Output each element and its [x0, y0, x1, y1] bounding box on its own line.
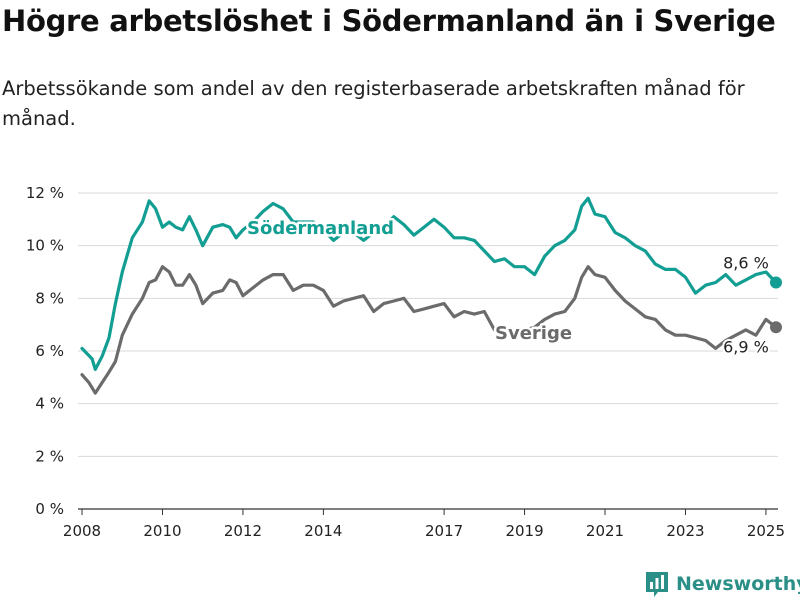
y-tick-label: 4 % [35, 395, 64, 413]
x-tick-label: 2017 [425, 522, 463, 540]
x-tick-label: 2019 [505, 522, 543, 540]
end-point-marker [769, 276, 782, 289]
x-tick-label: 2010 [143, 522, 181, 540]
series-line-sverige [80, 265, 778, 395]
series-line-sdermanland [80, 196, 778, 371]
series-lines [80, 196, 782, 395]
series-label-sverige: Sverige [495, 323, 572, 344]
y-tick-label: 10 % [26, 237, 64, 255]
bar-chart-icon [646, 572, 668, 597]
x-tick-label: 2023 [666, 522, 704, 540]
series-label-sodermanland: Södermanland [247, 218, 394, 239]
y-tick-label: 6 % [35, 342, 64, 360]
end-value-label-sodermanland: 8,6 % [723, 254, 769, 273]
x-tick-label: 2025 [747, 522, 785, 540]
chart-subtitle: Arbetssökande som andel av den registerb… [2, 77, 745, 130]
end-value-label-sverige: 6,9 % [723, 337, 769, 356]
end-point-marker [769, 321, 782, 334]
x-tick-label: 2021 [586, 522, 624, 540]
y-tick-label: 8 % [35, 289, 64, 307]
series-labels: Södermanland Sverige 8,6 % 6,9 % [245, 216, 771, 359]
x-tick-label: 2008 [63, 522, 101, 540]
axis-ticks: 0 % 2 % 4 % 6 % 8 % 10 % 12 % 2008 2010 2012 2014 2… [26, 184, 785, 540]
x-tick-label: 2012 [224, 522, 262, 540]
grid-lines [78, 192, 778, 510]
y-tick-label: 2 % [35, 447, 64, 465]
brand-name: Newsworthy [676, 573, 800, 595]
chart-title: Högre arbetslöshet i Södermanland än i S… [2, 4, 776, 38]
x-tick-label: 2014 [304, 522, 342, 540]
newsworthy-logo: Newsworthy [644, 569, 800, 599]
y-tick-label: 12 % [26, 184, 64, 202]
y-tick-label: 0 % [35, 500, 64, 518]
